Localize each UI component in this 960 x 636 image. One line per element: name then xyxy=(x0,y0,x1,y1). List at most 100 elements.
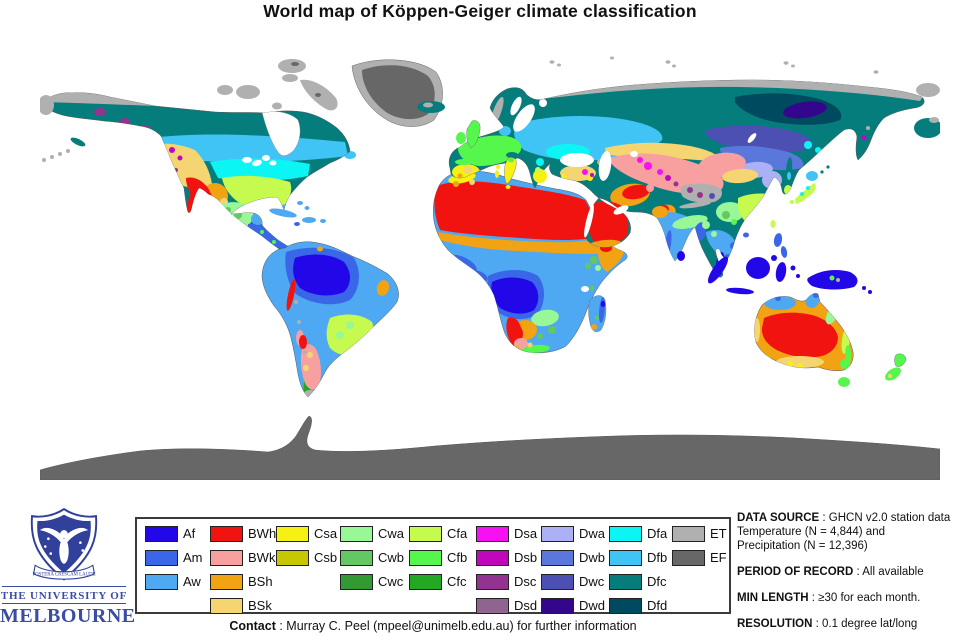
climate-region xyxy=(560,165,596,181)
climate-region xyxy=(589,285,595,291)
climate-region xyxy=(506,152,518,158)
info-resolution-label: RESOLUTION xyxy=(737,618,813,630)
climate-region xyxy=(605,277,611,283)
climate-region xyxy=(711,231,717,237)
legend-swatch-Dwa xyxy=(541,525,574,542)
legend-swatch-BSk xyxy=(210,597,243,614)
map-title: World map of Köppen-Geiger climate class… xyxy=(263,1,697,21)
climate-region xyxy=(293,254,350,296)
climate-region xyxy=(94,108,106,116)
legend-label-Csa: Csa xyxy=(314,526,338,541)
info-period-value: : All available xyxy=(853,566,924,578)
climate-region xyxy=(336,331,344,339)
crest-figure-head xyxy=(60,530,68,538)
crest-ribbon xyxy=(32,564,96,580)
legend-item-BWh: BWh xyxy=(210,525,276,542)
climate-region xyxy=(217,85,233,95)
climate-region xyxy=(537,333,543,339)
legend-item-Am: Am xyxy=(145,549,203,566)
climate-region xyxy=(294,300,298,304)
climate-region xyxy=(709,193,715,199)
climate-region xyxy=(317,246,323,252)
legend-item-Dfd: Dfd xyxy=(609,597,667,614)
climate-region xyxy=(434,181,602,240)
red-sea xyxy=(584,204,594,238)
climate-region xyxy=(499,126,511,136)
climate-region xyxy=(820,170,824,174)
crest-star xyxy=(43,545,47,548)
climate-region xyxy=(303,365,309,371)
climate-region xyxy=(272,240,276,244)
climate-region xyxy=(423,102,433,108)
climate-region xyxy=(868,290,872,294)
climate-region xyxy=(840,359,850,369)
climate-region xyxy=(679,201,711,209)
baltic-sea xyxy=(513,104,535,132)
climate-region xyxy=(491,277,539,314)
climate-region xyxy=(761,312,838,358)
climate-region xyxy=(622,184,650,200)
legend-label-Dsb: Dsb xyxy=(514,550,538,565)
info-resolution-value: : 0.1 degree lat/long xyxy=(812,618,918,630)
legend-label-Am: Am xyxy=(183,550,203,565)
logo-rule-top xyxy=(2,586,126,587)
caspian-sea xyxy=(598,151,612,181)
legend-swatch-EF xyxy=(672,549,705,566)
legend-swatch-Csa xyxy=(276,525,309,542)
aral-sea xyxy=(630,151,638,157)
legend-swatch-Am xyxy=(145,549,178,566)
great-lakes xyxy=(242,157,252,163)
south-america xyxy=(261,241,400,398)
british-isles xyxy=(456,120,481,149)
legend-label-Cwc: Cwc xyxy=(378,574,404,589)
climate-region xyxy=(300,344,321,390)
climate-region xyxy=(557,63,561,67)
climate-region xyxy=(304,390,316,397)
climate-region xyxy=(323,377,337,393)
climate-region xyxy=(722,211,730,219)
climate-region xyxy=(800,192,804,196)
legend-column: BWh BWk BSh BSk xyxy=(210,525,276,621)
contact-text: : Murray C. Peel (mpeel@unimelb.edu.au) … xyxy=(275,619,637,633)
climate-region xyxy=(813,293,819,298)
climate-region xyxy=(665,60,671,64)
climate-region xyxy=(873,70,879,74)
climate-region xyxy=(457,173,463,179)
climate-region xyxy=(599,289,605,295)
info-data-source: DATA SOURCE : GHCN v2.0 station data Tem… xyxy=(737,511,959,553)
climate-region xyxy=(677,251,685,261)
logo-rule-mid xyxy=(2,603,126,604)
climate-region xyxy=(456,132,466,144)
climate-region xyxy=(531,309,559,327)
climate-region xyxy=(595,316,599,320)
info-data-source-label: DATA SOURCE xyxy=(737,512,820,524)
legend-swatch-Cfb xyxy=(409,549,442,566)
climate-region xyxy=(234,211,242,219)
great-lakes xyxy=(252,159,262,167)
climate-region xyxy=(652,206,668,218)
climate-region xyxy=(561,174,567,180)
info-panel: DATA SOURCE : GHCN v2.0 station data Tem… xyxy=(737,511,959,636)
hudson-bay xyxy=(261,111,301,156)
climate-region xyxy=(657,169,663,175)
legend-item-BSk: BSk xyxy=(210,597,276,614)
info-resolution: RESOLUTION : 0.1 degree lat/long xyxy=(737,617,959,631)
climate-region xyxy=(147,159,153,165)
info-min-length-label: MIN LENGTH xyxy=(737,592,809,604)
legend-label-Dwa: Dwa xyxy=(579,526,606,541)
climate-region xyxy=(342,355,362,369)
climate-region xyxy=(278,59,306,73)
australia xyxy=(753,292,854,387)
info-temperature-line: Temperature (N = 4,844) and xyxy=(737,526,885,538)
climate-region xyxy=(775,295,781,301)
legend-column: Dwa Dwb Dwc Dwd xyxy=(541,525,605,621)
climate-region xyxy=(40,95,54,115)
lake-baikal xyxy=(747,133,757,143)
climate-region xyxy=(147,156,157,180)
legend-item-BSh: BSh xyxy=(210,573,276,590)
climate-region xyxy=(795,183,816,204)
climate-region xyxy=(455,159,473,165)
white-sea xyxy=(539,99,547,107)
climate-region xyxy=(862,286,866,290)
climate-region xyxy=(286,279,296,311)
